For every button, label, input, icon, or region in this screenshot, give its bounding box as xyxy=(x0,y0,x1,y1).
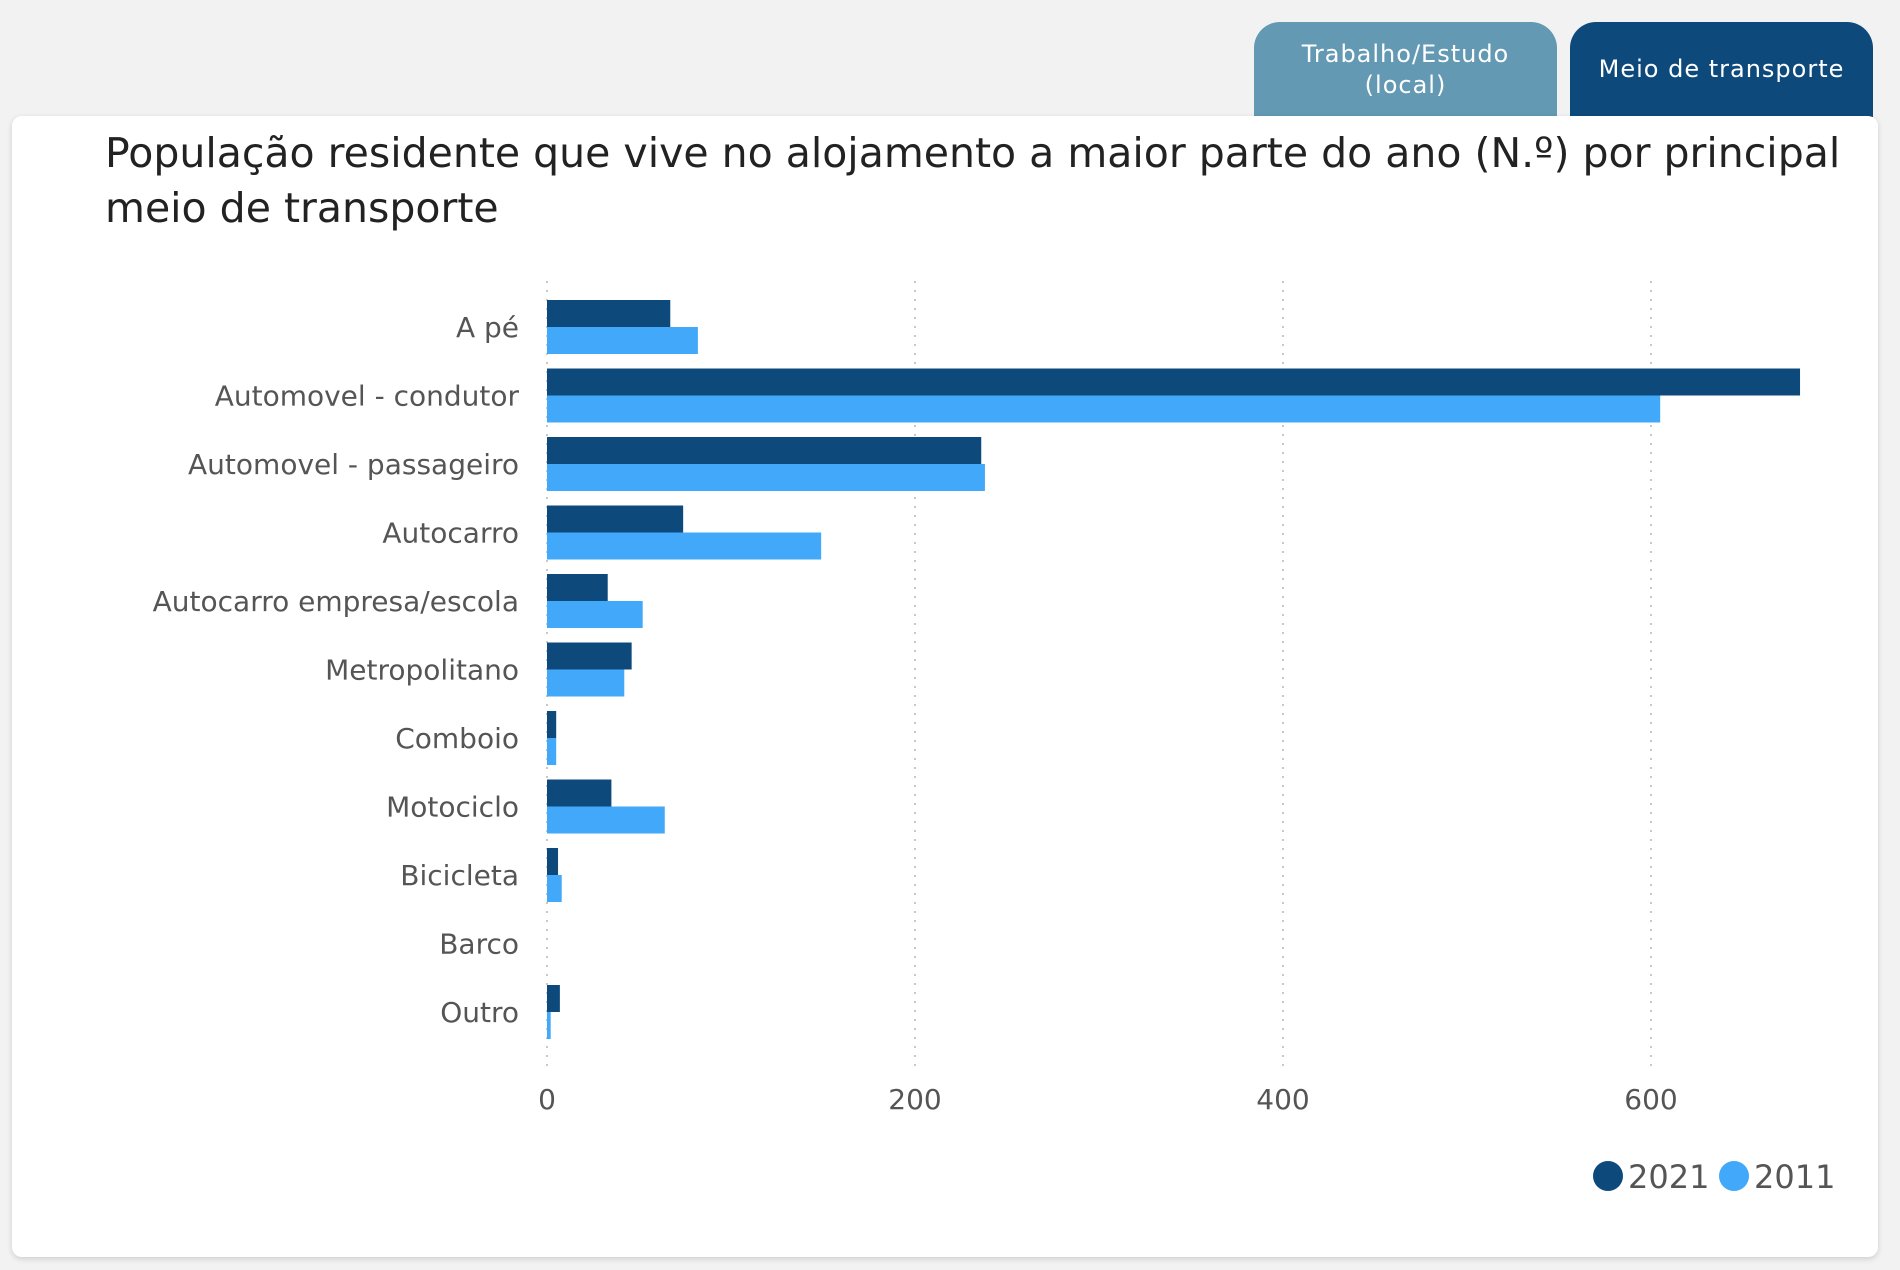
bar-2011 xyxy=(547,532,822,560)
chart-card: População residente que vive no alojamen… xyxy=(12,116,1878,1257)
bar-2011 xyxy=(547,464,985,491)
bar-2021 xyxy=(547,437,982,464)
bar-2021 xyxy=(547,368,1801,396)
x-tick-label: 600 xyxy=(1624,1083,1677,1116)
category-label: Bicicleta xyxy=(400,859,519,892)
bar-2011 xyxy=(547,395,1661,423)
bar-2021 xyxy=(547,985,560,1012)
category-label: Barco xyxy=(439,928,519,961)
category-label: Metropolitano xyxy=(325,654,519,687)
tab-label: Trabalho/Estudo (local) xyxy=(1301,39,1510,99)
bar-2021 xyxy=(547,779,612,807)
bar-2021 xyxy=(547,711,557,738)
x-tick-label: 200 xyxy=(888,1083,941,1116)
legend-label: 2021 xyxy=(1628,1158,1709,1196)
legend-label: 2011 xyxy=(1754,1158,1835,1196)
category-label: Outro xyxy=(440,996,519,1029)
bar-chart: 0 200 400 600 A pé Automovel - condutor Automo… xyxy=(153,281,1835,1196)
bar-2021 xyxy=(547,642,632,670)
bar-2011 xyxy=(547,738,557,765)
bar-2011 xyxy=(547,601,643,628)
bar-2021 xyxy=(547,300,671,327)
bar-2011 xyxy=(547,669,625,697)
bar-2011 xyxy=(547,875,562,902)
chart-title: População residente que vive no alojamen… xyxy=(105,129,1841,232)
bar-2021 xyxy=(547,848,559,875)
tab-trabalho-estudo[interactable]: Trabalho/Estudo (local) xyxy=(1254,22,1557,117)
legend-marker-2021 xyxy=(1593,1161,1623,1191)
legend-marker-2011 xyxy=(1719,1161,1749,1191)
category-label: A pé xyxy=(456,311,519,344)
category-label: Motociclo xyxy=(386,791,519,824)
bar-2021 xyxy=(547,505,684,533)
tab-label: Meio de transporte xyxy=(1598,55,1845,83)
category-label: Automovel - passageiro xyxy=(188,448,519,481)
category-label: Comboio xyxy=(395,722,519,755)
bar-2011 xyxy=(547,806,665,834)
bar-2011 xyxy=(547,1012,551,1039)
category-label: Automovel - condutor xyxy=(215,380,520,413)
bar-2011 xyxy=(547,327,698,354)
category-label: Autocarro empresa/escola xyxy=(153,585,519,618)
x-tick-label: 0 xyxy=(538,1083,556,1116)
tab-meio-de-transporte[interactable]: Meio de transporte xyxy=(1570,22,1873,117)
bar-2021 xyxy=(547,574,608,601)
category-label: Autocarro xyxy=(382,517,519,550)
x-tick-label: 400 xyxy=(1256,1083,1309,1116)
